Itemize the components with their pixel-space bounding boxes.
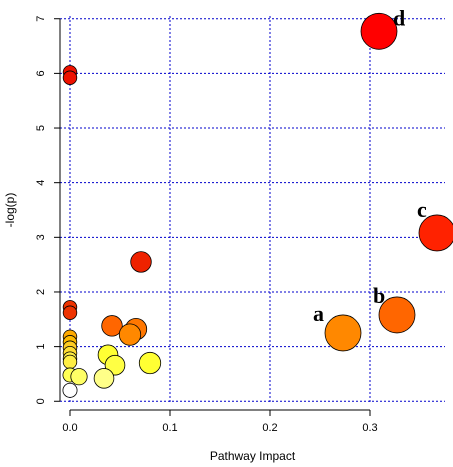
data-point-19 <box>138 351 162 375</box>
data-point-6 <box>130 251 152 273</box>
data-point-2 <box>378 296 416 334</box>
axes: 0 1 2 3 4 5 6 7 0.0 0.1 0.2 0.3 <box>35 16 378 434</box>
point-annotation-a: a <box>313 301 324 326</box>
y-tick-label: 3 <box>35 234 47 240</box>
x-tick-label: 0.0 <box>62 422 77 434</box>
y-axis-title: -log(p) <box>3 193 17 228</box>
data-point-24 <box>62 382 78 398</box>
data-points <box>62 12 453 398</box>
data-point-0 <box>360 12 398 50</box>
data-point-11 <box>118 323 142 346</box>
data-point-9 <box>101 315 123 337</box>
x-axis-title: Pathway Impact <box>210 449 296 463</box>
grid-lines <box>60 16 445 404</box>
point-annotation-b: b <box>373 283 385 308</box>
point-annotation-c: c <box>417 197 427 222</box>
y-tick-label: 2 <box>35 289 47 295</box>
y-tick-label: 5 <box>35 125 47 131</box>
point-annotation-d: d <box>393 5 405 30</box>
y-tick-label: 6 <box>35 70 47 76</box>
x-tick-label: 0.1 <box>162 422 177 434</box>
data-point-5 <box>62 70 78 85</box>
y-tick-label: 1 <box>35 344 47 350</box>
y-tick-label: 7 <box>35 16 47 22</box>
y-tick-label: 0 <box>35 398 47 404</box>
data-point-23 <box>93 368 115 389</box>
point-annotations: d c b a <box>313 5 427 326</box>
data-point-3 <box>324 314 362 352</box>
data-point-17 <box>62 354 78 370</box>
data-point-22 <box>70 368 88 386</box>
x-tick-label: 0.3 <box>362 422 377 434</box>
x-tick-label: 0.2 <box>262 422 277 434</box>
data-point-8 <box>62 305 78 320</box>
y-tick-label: 4 <box>35 180 47 186</box>
data-point-1 <box>418 214 453 252</box>
